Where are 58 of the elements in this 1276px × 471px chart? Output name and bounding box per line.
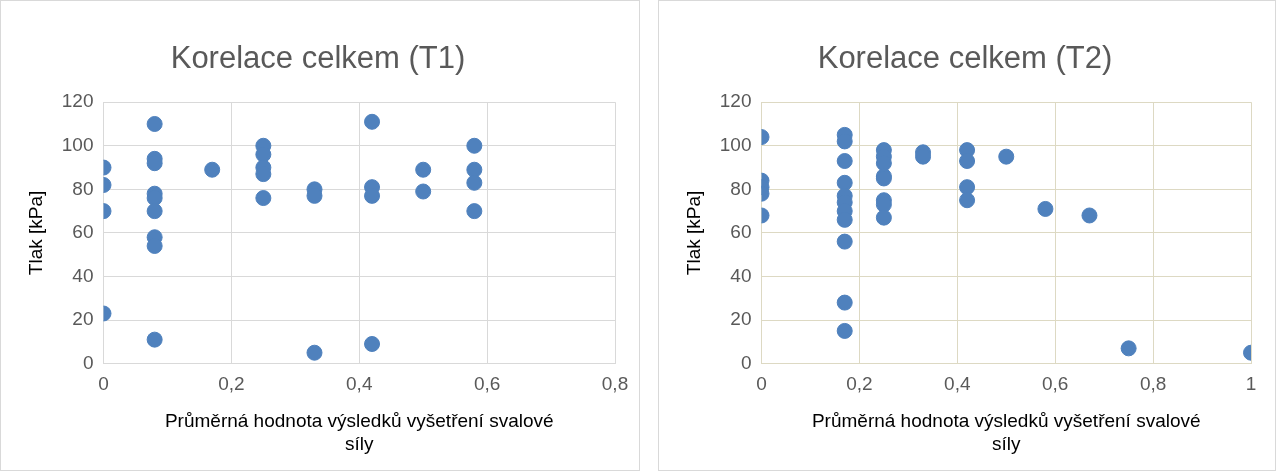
y-tick-label: 40: [72, 264, 94, 286]
y-tick-label: 120: [719, 90, 752, 112]
point: [466, 161, 483, 178]
point: [364, 336, 381, 352]
y-tick-label: 60: [730, 221, 752, 243]
y-tick-label: 80: [730, 177, 752, 199]
x-tick-label: 0,8: [601, 373, 629, 395]
x-tick-label: 0,6: [473, 373, 501, 395]
y-tick-label: 40: [730, 264, 752, 286]
point: [306, 344, 323, 361]
point: [959, 179, 976, 196]
point: [466, 203, 483, 220]
y-tick-label: 100: [719, 134, 752, 155]
y-tick-label: 20: [730, 308, 752, 330]
point: [255, 190, 272, 207]
point: [466, 174, 483, 191]
point: [836, 174, 853, 191]
x-tick-label: 0,2: [846, 373, 873, 395]
y-tick-label: 100: [61, 134, 94, 155]
point: [836, 153, 853, 170]
x-tick-label: 0,6: [1041, 373, 1069, 395]
x-tick-label: 0: [98, 373, 109, 395]
x-tick-label: 0,4: [346, 373, 373, 395]
x-tick-label: 0: [756, 373, 767, 395]
y-tick-label: 20: [72, 308, 94, 330]
point: [204, 161, 221, 178]
y-tick-label: 120: [61, 90, 94, 112]
point: [875, 209, 892, 226]
y-axis-title: Tlak [kPa]: [24, 190, 46, 276]
point: [836, 294, 853, 311]
y-tick-label: 80: [72, 177, 94, 199]
x-axis-title: Průměrná hodnota výsledků vyšetření svalové síly: [164, 410, 554, 454]
point: [146, 331, 163, 348]
point: [1081, 207, 1098, 224]
x-tick-label: 0,4: [944, 373, 971, 395]
x-tick-label: 0,2: [218, 373, 245, 395]
point: [959, 192, 976, 209]
point: [836, 322, 853, 339]
point: [415, 183, 432, 200]
y-tick-label: 0: [82, 351, 94, 373]
point: [364, 113, 381, 130]
x-tick-label: 0,8: [1139, 373, 1167, 395]
y-tick-label: 0: [740, 351, 752, 373]
y-tick-label: 60: [72, 221, 94, 243]
point: [959, 153, 976, 170]
point: [1120, 340, 1137, 357]
point: [146, 203, 163, 220]
point: [415, 161, 432, 178]
point: [998, 148, 1015, 165]
chart-title: Korelace celkem (T1): [170, 40, 466, 76]
point: [466, 137, 483, 154]
y-axis-title: Tlak [kPa]: [682, 190, 704, 276]
point: [146, 115, 163, 132]
x-axis-title: Průměrná hodnota výsledků vyšetření svalové síly: [811, 410, 1201, 454]
point: [836, 233, 853, 250]
x-tick-label: 1: [1245, 373, 1257, 395]
point: [1037, 200, 1054, 217]
chart-title: Korelace celkem (T2): [817, 40, 1113, 76]
